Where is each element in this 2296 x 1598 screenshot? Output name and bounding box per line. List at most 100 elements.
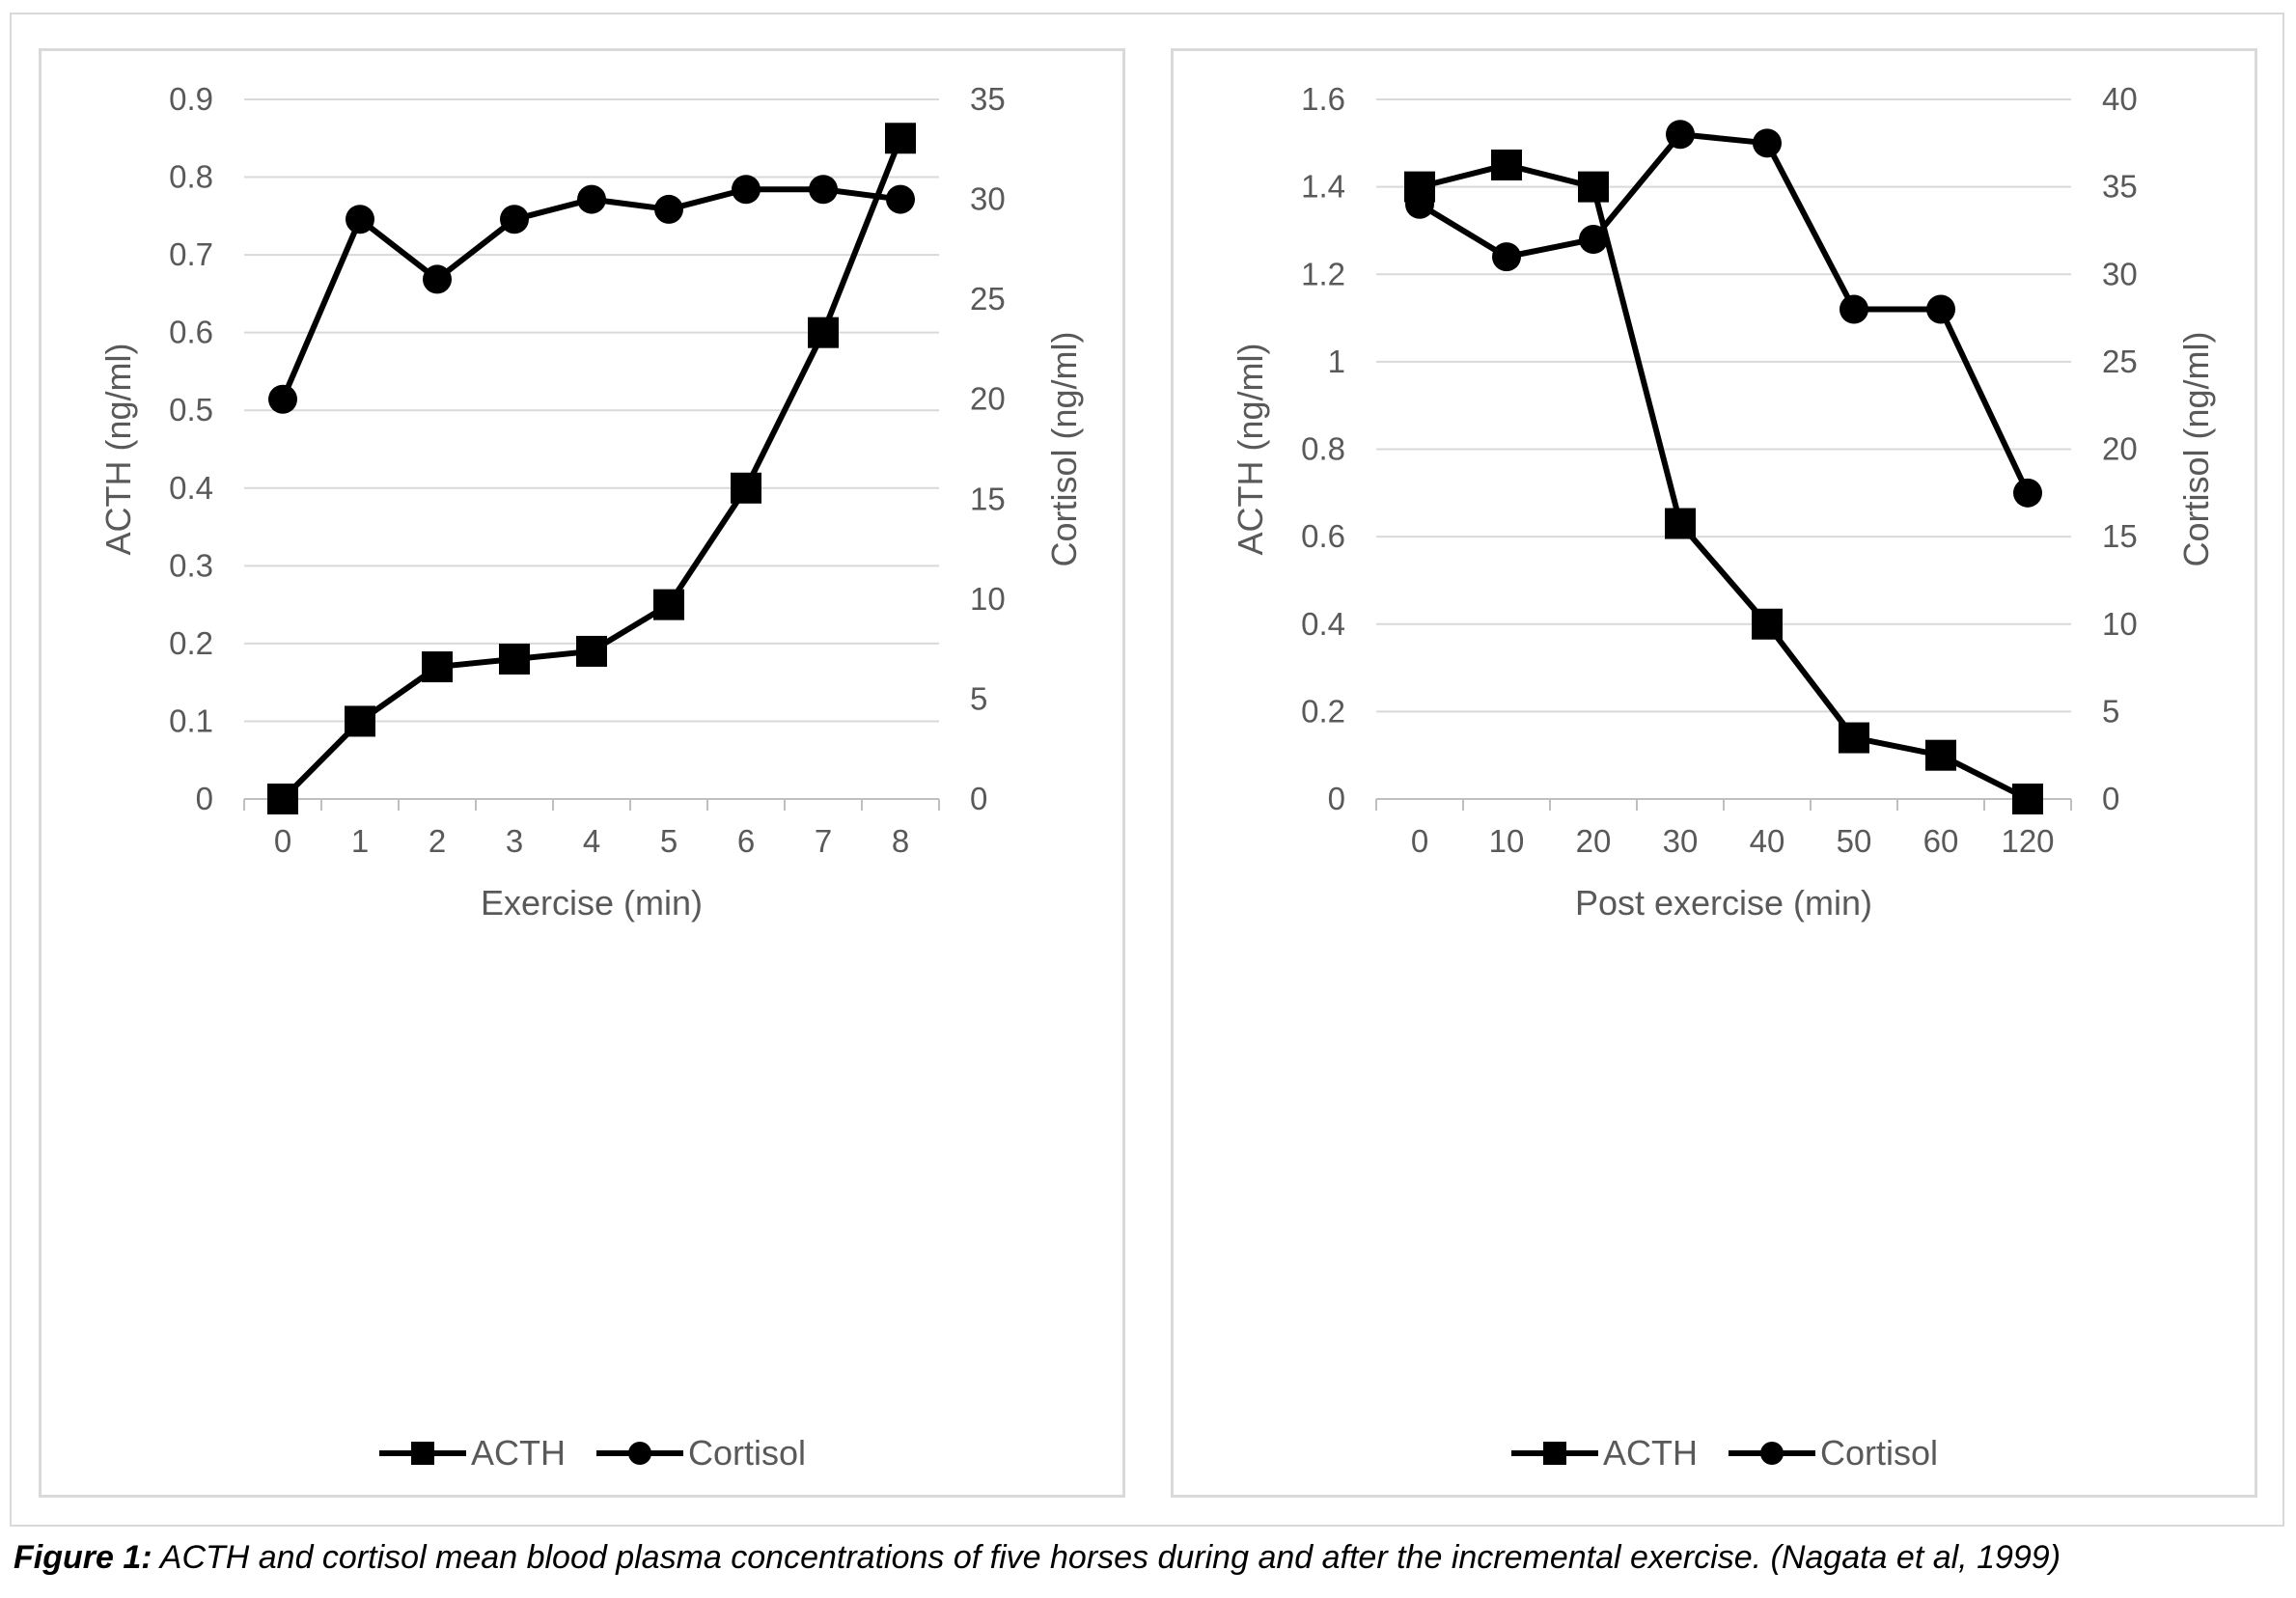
figure-caption: Figure 1: ACTH and cortisol mean blood p… [14,1539,2282,1577]
legend-acth-marker [411,1442,434,1465]
y-tick-label: 0.1 [169,703,213,738]
cortisol-point [2013,478,2042,508]
legend-acth-marker [1543,1442,1566,1465]
y-tick-label: 0 [196,781,213,816]
y-tick-label: 0.2 [1301,693,1345,729]
y2-tick-label: 30 [970,181,1006,217]
y2-axis-title: Cortisol (ng/ml) [1044,331,1084,566]
cortisol-point [1753,128,1782,158]
acth-point [808,317,839,348]
figure-frame [10,13,2284,1527]
y2-tick-label: 35 [2102,169,2138,205]
y2-axis-title: Cortisol (ng/ml) [2176,331,2216,566]
figure-caption-label: Figure 1: [14,1539,152,1576]
figure-caption-text: ACTH and cortisol mean blood plasma conc… [152,1539,2061,1576]
cortisol-point [1840,294,1868,324]
x-tick-label: 120 [2001,823,2054,859]
x-tick-label: 40 [1750,823,1785,859]
x-tick-label: 10 [1489,823,1525,859]
cortisol-point [346,205,374,234]
legend-acth-label: ACTH [471,1433,566,1473]
y2-tick-label: 5 [2102,693,2119,729]
y2-tick-label: 25 [970,281,1006,317]
y-tick-label: 0.8 [1301,431,1345,467]
y2-tick-label: 10 [2102,606,2138,642]
x-tick-label: 8 [892,823,909,859]
acth-point [499,644,530,675]
cortisol-point [268,384,297,414]
acth-point [1752,608,1783,640]
x-tick-label: 0 [1411,823,1428,859]
acth-point [576,635,607,667]
legend-acth-label: ACTH [1603,1433,1698,1473]
y2-tick-label: 5 [970,680,987,716]
x-axis-title: Post exercise (min) [1575,883,1872,923]
x-tick-label: 6 [737,823,755,859]
y2-tick-label: 35 [970,81,1006,117]
cortisol-point [886,184,915,214]
acth-point [885,123,916,154]
cortisol-point [1926,294,1955,324]
acth-point [653,589,684,620]
y-tick-label: 0 [1328,781,1345,816]
acth-point [2012,784,2043,814]
x-tick-label: 7 [815,823,832,859]
acth-point [1839,722,1869,754]
legend-cortisol-marker [1760,1442,1784,1465]
y2-tick-label: 0 [2102,781,2119,816]
y-tick-label: 1.6 [1301,81,1345,117]
x-tick-label: 4 [583,823,600,859]
cortisol-point [1405,189,1434,219]
legend-cortisol-label: Cortisol [1820,1433,1938,1473]
cortisol-point [654,194,683,224]
y2-tick-label: 20 [2102,431,2138,467]
acth-point [422,651,453,683]
y-axis-title: ACTH (ng/ml) [98,343,138,555]
y2-tick-label: 15 [970,481,1006,516]
chart-exercise-svg: 00.10.20.30.40.50.60.70.80.9051015202530… [98,81,1084,1473]
y2-tick-label: 25 [2102,344,2138,379]
y2-tick-label: 30 [2102,256,2138,291]
y-tick-label: 0.4 [169,470,213,506]
x-tick-label: 1 [351,823,369,859]
y2-tick-label: 20 [970,381,1006,417]
cortisol-point [500,205,529,234]
y-tick-label: 1.4 [1301,169,1345,205]
acth-point [1925,739,1956,771]
y-tick-label: 0.9 [169,81,213,117]
chart-post-exercise-svg: 0 0.2 0.4 0.6 0.8 1 1.2 1.4 1.6 0 5 10 15 20 25 30 35 40 0… [1231,81,2216,1473]
y2-tick-label: 10 [970,581,1006,617]
cortisol-point [577,184,606,214]
x-tick-label: 5 [660,823,678,859]
acth-point [1491,149,1522,180]
y-tick-label: 0.6 [1301,518,1345,554]
y2-tick-label: 40 [2102,81,2138,117]
acth-point [345,705,375,737]
y-tick-label: 1 [1328,344,1345,379]
y-tick-label: 0.3 [169,547,213,583]
legend-cortisol-label: Cortisol [688,1433,806,1473]
acth-series-line [280,137,903,802]
chart-exercise: 0 0.1 0.2 0.3 0.4 0.5 0.6 0.7 0.8 0.9 0 5 10 15 20 25 30… [39,48,1125,1498]
y-tick-label: 1.2 [1301,256,1345,291]
acth-point [731,472,761,504]
x-tick-label: 0 [274,823,291,859]
x-tick-label: 3 [506,823,523,859]
y-tick-label: 0.8 [169,159,213,195]
acth-point [1665,508,1696,539]
cortisol-point [1666,120,1695,150]
y-tick-label: 0.5 [169,392,213,427]
cortisol-point [732,175,761,205]
cortisol-point [1492,242,1521,272]
cortisol-point [423,264,452,294]
x-tick-label: 50 [1837,823,1872,859]
acth-point [1578,171,1609,203]
y-tick-label: 0.6 [169,315,213,350]
cortisol-point [1579,225,1608,254]
cortisol-point [809,175,838,205]
y-tick-label: 0.2 [169,625,213,661]
y-axis-title: ACTH (ng/ml) [1231,343,1270,555]
x-tick-label: 60 [1923,823,1959,859]
y2-tick-label: 15 [2102,518,2138,554]
x-tick-label: 20 [1576,823,1612,859]
